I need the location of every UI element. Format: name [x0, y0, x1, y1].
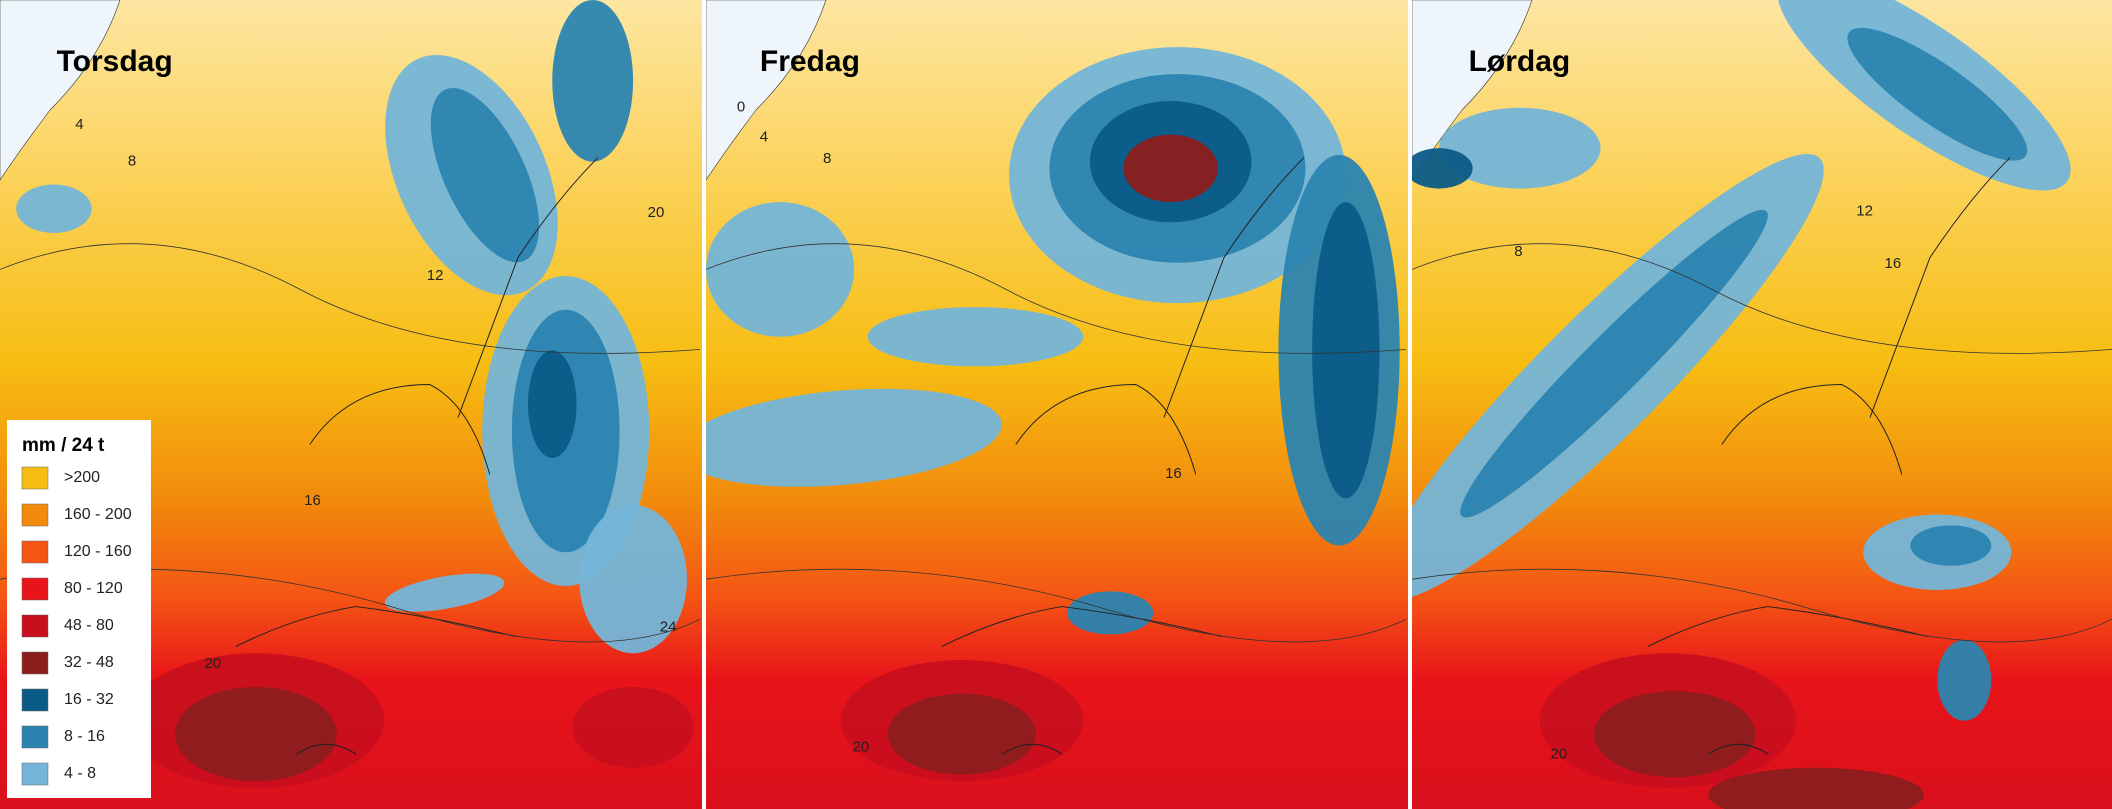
precip-area	[572, 686, 694, 768]
contour-label: 12	[1856, 202, 1873, 219]
precip-area	[528, 350, 577, 458]
precip-area	[1123, 134, 1218, 203]
map-panel: Fredag 04 8 16 20	[706, 0, 1408, 809]
contour-label: 24	[660, 619, 677, 636]
contour-label: 16	[304, 492, 321, 509]
precip-area	[1708, 767, 1924, 809]
arctic-ice	[0, 0, 121, 181]
precip-area	[1066, 591, 1154, 635]
legend-swatch	[21, 577, 49, 601]
legend-label: 32 - 48	[64, 654, 114, 671]
legend-swatch	[21, 614, 49, 638]
legend-swatch	[21, 762, 49, 786]
precip-area	[1593, 691, 1756, 778]
contour-label: 4	[760, 128, 768, 145]
isotherm	[1412, 243, 2112, 643]
legend-swatch	[21, 688, 49, 712]
contour-label: 20	[648, 204, 665, 221]
legend-label: >200	[64, 469, 100, 486]
legend-label: 160 - 200	[64, 506, 132, 523]
precip-area	[16, 184, 92, 234]
precip-area	[867, 307, 1084, 367]
panel-divider	[703, 0, 706, 809]
coastline	[941, 157, 1305, 755]
legend-label: 80 - 120	[64, 580, 123, 597]
contour-label: 12	[427, 267, 444, 284]
precip-area	[1910, 525, 1992, 566]
contour-label: 4	[75, 116, 83, 133]
arctic-ice	[706, 0, 827, 181]
legend-label: 16 - 32	[64, 691, 114, 708]
precip-area	[1847, 27, 2028, 161]
contour-label: 16	[1165, 465, 1182, 482]
panel-title: Torsdag	[57, 45, 173, 78]
contour-label: 20	[204, 655, 221, 672]
legend-label: 8 - 16	[64, 728, 105, 745]
precip-area	[552, 0, 634, 162]
legend-swatch	[21, 725, 49, 749]
precip-area	[706, 388, 1002, 487]
precip-area	[430, 87, 540, 263]
isotherm	[706, 243, 1407, 643]
legend-title: mm / 24 t	[22, 435, 105, 456]
precip-area	[1937, 639, 1992, 721]
legend-label: 120 - 160	[64, 543, 132, 560]
legend: mm / 24 t >200 160 - 200 120 - 160 80 - 120 4…	[7, 420, 151, 798]
coastline	[235, 157, 599, 755]
panel-divider	[1409, 0, 1412, 809]
coastline	[1647, 157, 2011, 755]
contour-label: 8	[128, 153, 136, 170]
contour-label: 20	[1550, 745, 1567, 762]
map-panel: Lørdag 8 12 16 20	[1412, 0, 2112, 809]
contour-label: 0	[737, 99, 745, 116]
precip-area	[579, 505, 687, 654]
contour-label: 16	[1885, 255, 1902, 272]
precip-area	[706, 202, 855, 337]
precip-area	[1460, 209, 1768, 518]
legend-label: 48 - 80	[64, 617, 114, 634]
legend-label: 4 - 8	[64, 765, 96, 782]
legend-swatch	[21, 540, 49, 564]
legend-swatch	[21, 466, 49, 490]
panel-title: Lørdag	[1469, 45, 1571, 78]
contour-label: 8	[1514, 243, 1522, 260]
precip-area	[175, 686, 337, 782]
legend-swatch	[21, 503, 49, 527]
precip-area	[887, 693, 1037, 775]
contour-label: 8	[823, 150, 831, 167]
precip-area	[1438, 107, 1601, 189]
panel-title: Fredag	[760, 45, 860, 78]
precip-area	[1312, 202, 1380, 499]
precip-area	[384, 573, 505, 612]
precip-area	[1412, 148, 1473, 189]
legend-swatch	[21, 651, 49, 675]
contour-label: 20	[853, 739, 870, 756]
